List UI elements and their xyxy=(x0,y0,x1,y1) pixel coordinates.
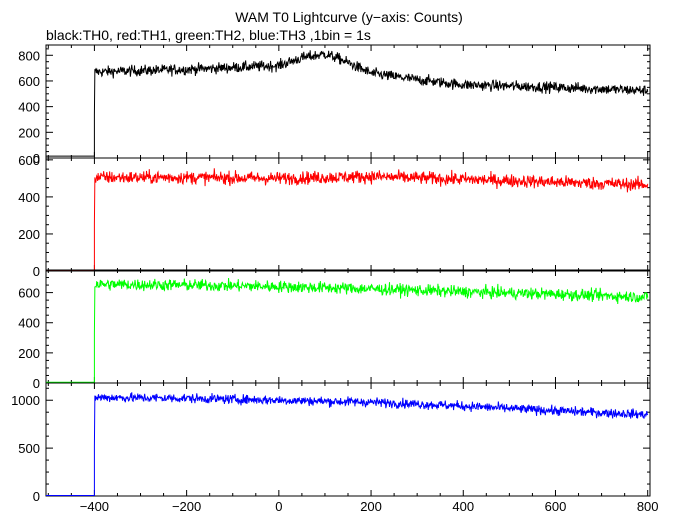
chart-panels: 0200400600800020040060002004006000500100… xyxy=(11,44,651,504)
panel-th3: 0 500 1000 xyxy=(11,382,651,504)
y-tick-label: 600 xyxy=(18,153,40,168)
x-tick-label: −400 xyxy=(80,499,109,514)
y-tick-label: 0 xyxy=(33,264,40,279)
x-tick-label: 0 xyxy=(275,499,282,514)
y-tick-label: 800 xyxy=(18,48,40,63)
series-th2-line xyxy=(46,277,649,383)
x-axis: −400 −200 0 200 400 600 800 xyxy=(80,499,659,514)
y-tick-label: 200 xyxy=(18,346,40,361)
chart-subtitle: black:TH0, red:TH1, green:TH2, blue:TH3 … xyxy=(46,27,371,43)
panel-th2: 0 200 400 600 xyxy=(18,269,651,391)
y-tick-label: 0 xyxy=(33,489,40,504)
y-tick-label: 0 xyxy=(33,151,40,166)
y-tick-label: 400 xyxy=(18,100,40,115)
y-tick-label: 1000 xyxy=(11,393,40,408)
panel-frame xyxy=(45,44,651,159)
y-tick-label: 400 xyxy=(18,190,40,205)
y-tick-label: 200 xyxy=(18,227,40,242)
y-tick-label: 400 xyxy=(18,316,40,331)
y-tick-label: 200 xyxy=(18,125,40,140)
series-th1-line xyxy=(46,168,649,271)
y-tick-label: 0 xyxy=(33,376,40,391)
y-tick-label: 600 xyxy=(18,286,40,301)
x-tick-label: −200 xyxy=(172,499,201,514)
y-tick-label: 500 xyxy=(18,441,40,456)
panel-th0: 0 200 400 600 800 xyxy=(18,44,651,166)
panel-frame xyxy=(45,269,651,384)
x-tick-label: 600 xyxy=(545,499,567,514)
x-tick-label: 200 xyxy=(360,499,382,514)
chart-title: WAM T0 Lightcurve (y−axis: Counts) xyxy=(235,9,463,25)
x-tick-label: 800 xyxy=(637,499,659,514)
series-th3-line xyxy=(46,392,649,496)
x-tick-label: 400 xyxy=(452,499,474,514)
panel-th1: 0 200 400 600 xyxy=(18,153,651,279)
y-tick-label: 600 xyxy=(18,74,40,89)
series-th0-line xyxy=(46,50,649,157)
panel-frame xyxy=(45,157,651,272)
